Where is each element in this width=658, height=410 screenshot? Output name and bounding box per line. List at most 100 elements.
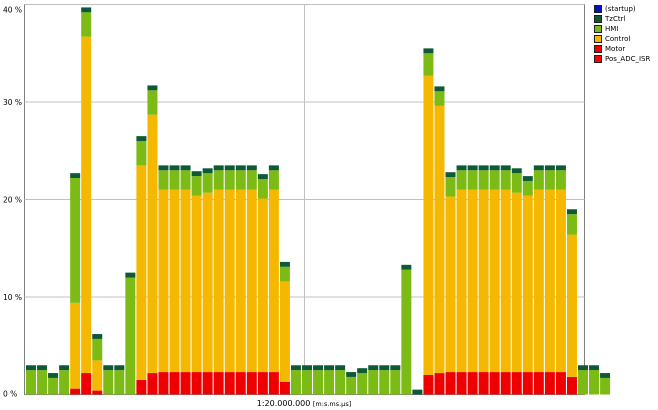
bar-segment-hmi[interactable] xyxy=(379,370,390,395)
bar-segment-control[interactable] xyxy=(467,189,478,373)
bar-segment-tzctrl[interactable] xyxy=(103,365,114,371)
bar-segment-tzctrl[interactable] xyxy=(279,261,290,267)
bar-segment-pos-adc-isr[interactable] xyxy=(70,388,81,395)
legend-item[interactable]: (startup) xyxy=(594,4,656,14)
bar-segment-tzctrl[interactable] xyxy=(511,168,522,174)
bar-segment-pos-adc-isr[interactable] xyxy=(180,372,191,395)
bar-segment-control[interactable] xyxy=(70,302,81,389)
bar-segment-hmi[interactable] xyxy=(147,90,158,115)
bar-segment-pos-adc-isr[interactable] xyxy=(158,372,169,395)
bar-segment-tzctrl[interactable] xyxy=(589,365,600,371)
bar-segment-tzctrl[interactable] xyxy=(533,165,544,171)
bar-segment-tzctrl[interactable] xyxy=(489,165,500,171)
bar-segment-pos-adc-isr[interactable] xyxy=(213,372,224,395)
bar-segment-hmi[interactable] xyxy=(213,170,224,190)
bar-segment-hmi[interactable] xyxy=(533,170,544,190)
bar-segment-tzctrl[interactable] xyxy=(390,365,401,371)
bar-segment-control[interactable] xyxy=(456,189,467,373)
bar-segment-hmi[interactable] xyxy=(268,170,279,190)
bar-segment-control[interactable] xyxy=(147,114,158,374)
bar-segment-hmi[interactable] xyxy=(158,170,169,190)
bar-segment-tzctrl[interactable] xyxy=(81,7,92,13)
bar-segment-tzctrl[interactable] xyxy=(26,365,36,371)
bar-segment-hmi[interactable] xyxy=(445,177,456,197)
bar-segment-control[interactable] xyxy=(257,198,268,373)
bar-segment-pos-adc-isr[interactable] xyxy=(136,379,147,395)
bar-segment-pos-adc-isr[interactable] xyxy=(235,372,246,395)
bar-segment-pos-adc-isr[interactable] xyxy=(478,372,489,395)
bar-segment-tzctrl[interactable] xyxy=(202,168,213,174)
bar-segment-hmi[interactable] xyxy=(346,376,357,395)
bar-segment-hmi[interactable] xyxy=(257,179,268,199)
bar-segment-hmi[interactable] xyxy=(81,12,92,37)
bar-segment-pos-adc-isr[interactable] xyxy=(257,372,268,395)
bar-segment-tzctrl[interactable] xyxy=(70,173,81,179)
legend-item[interactable]: HMI xyxy=(594,24,656,34)
bar-segment-tzctrl[interactable] xyxy=(268,165,279,171)
bar-segment-tzctrl[interactable] xyxy=(566,209,577,215)
bar-segment-tzctrl[interactable] xyxy=(456,165,467,171)
bar-segment-tzctrl[interactable] xyxy=(191,171,202,177)
bar-segment-tzctrl[interactable] xyxy=(169,165,180,171)
bar-segment-hmi[interactable] xyxy=(59,370,70,395)
bar-segment-pos-adc-isr[interactable] xyxy=(500,372,511,395)
bar-segment-tzctrl[interactable] xyxy=(313,365,324,371)
bar-segment-hmi[interactable] xyxy=(246,170,257,190)
bar-segment-hmi[interactable] xyxy=(48,377,59,395)
bar-segment-tzctrl[interactable] xyxy=(368,365,379,371)
bar-segment-control[interactable] xyxy=(224,189,235,373)
legend-item[interactable]: Pos_ADC_ISR xyxy=(594,54,656,64)
bar-segment-hmi[interactable] xyxy=(313,370,324,395)
bar-segment-hmi[interactable] xyxy=(390,370,401,395)
bar-segment-tzctrl[interactable] xyxy=(346,372,357,377)
bar-segment-hmi[interactable] xyxy=(357,373,368,395)
bar-segment-pos-adc-isr[interactable] xyxy=(224,372,235,395)
bar-segment-pos-adc-isr[interactable] xyxy=(445,372,456,395)
bar-segment-hmi[interactable] xyxy=(456,170,467,190)
bar-segment-hmi[interactable] xyxy=(169,170,180,190)
bar-segment-tzctrl[interactable] xyxy=(235,165,246,171)
bar-segment-pos-adc-isr[interactable] xyxy=(268,372,279,395)
legend-item[interactable]: Control xyxy=(594,34,656,44)
bar-segment-control[interactable] xyxy=(235,189,246,373)
bar-segment-pos-adc-isr[interactable] xyxy=(191,372,202,395)
bar-segment-control[interactable] xyxy=(169,189,180,373)
bar-segment-tzctrl[interactable] xyxy=(555,165,566,171)
bar-segment-hmi[interactable] xyxy=(600,377,611,395)
bar-segment-hmi[interactable] xyxy=(566,214,577,235)
bar-segment-control[interactable] xyxy=(158,189,169,373)
bar-segment-hmi[interactable] xyxy=(26,370,36,395)
bar-segment-hmi[interactable] xyxy=(37,370,48,395)
bar-segment-hmi[interactable] xyxy=(136,141,147,166)
legend-item[interactable]: TzCtrl xyxy=(594,14,656,24)
bar-segment-hmi[interactable] xyxy=(401,269,412,395)
bar-segment-hmi[interactable] xyxy=(191,176,202,196)
bar-segment-tzctrl[interactable] xyxy=(92,334,103,339)
bar-segment-tzctrl[interactable] xyxy=(600,373,611,378)
bar-segment-tzctrl[interactable] xyxy=(467,165,478,171)
bar-segment-hmi[interactable] xyxy=(335,370,346,395)
bar-segment-tzctrl[interactable] xyxy=(445,172,456,178)
bar-segment-tzctrl[interactable] xyxy=(522,176,533,181)
bar-segment-tzctrl[interactable] xyxy=(423,48,434,54)
bar-segment-control[interactable] xyxy=(92,360,103,391)
bar-segment-pos-adc-isr[interactable] xyxy=(511,372,522,395)
bar-segment-tzctrl[interactable] xyxy=(257,174,268,180)
bar-segment-hmi[interactable] xyxy=(467,170,478,190)
bar-segment-tzctrl[interactable] xyxy=(290,365,301,371)
bar-segment-control[interactable] xyxy=(544,189,555,373)
bar-segment-tzctrl[interactable] xyxy=(478,165,489,171)
bar-segment-hmi[interactable] xyxy=(70,178,81,303)
bar-segment-tzctrl[interactable] xyxy=(125,272,136,278)
bar-segment-tzctrl[interactable] xyxy=(412,389,423,395)
legend-item[interactable]: Motor xyxy=(594,44,656,54)
bar-segment-control[interactable] xyxy=(202,192,213,373)
bar-segment-tzctrl[interactable] xyxy=(544,165,555,171)
bar-segment-control[interactable] xyxy=(279,281,290,382)
bar-segment-pos-adc-isr[interactable] xyxy=(555,372,566,395)
bar-segment-hmi[interactable] xyxy=(489,170,500,190)
bar-segment-control[interactable] xyxy=(81,36,92,374)
bar-segment-tzctrl[interactable] xyxy=(302,365,312,371)
bar-segment-hmi[interactable] xyxy=(544,170,555,190)
bar-segment-control[interactable] xyxy=(213,189,224,373)
